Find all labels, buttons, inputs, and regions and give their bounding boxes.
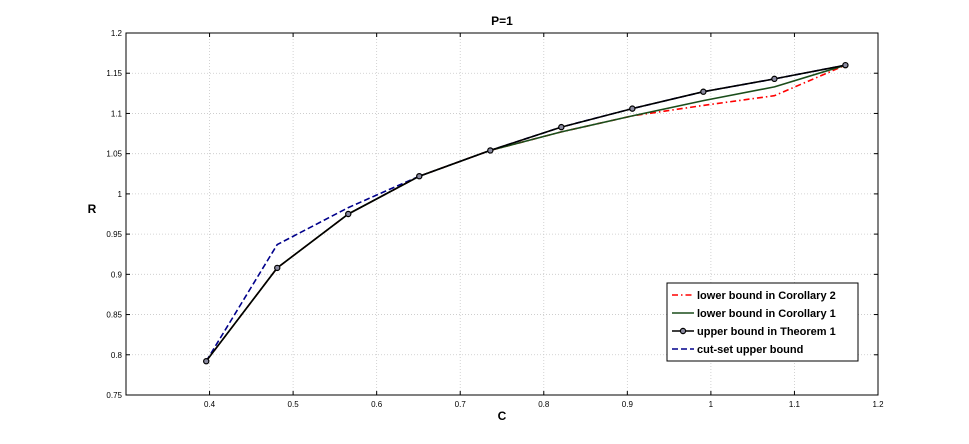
x-tick-label: 0.4	[204, 400, 216, 409]
x-tick-label: 0.9	[622, 400, 634, 409]
series-line-upper-bound-in-theorem-1	[205, 64, 846, 362]
x-axis-label: C	[498, 409, 507, 423]
y-tick-label: 0.8	[111, 351, 123, 360]
legend-marker-upper-bound-in-theorem-1	[679, 327, 687, 335]
x-tick-label: 0.8	[538, 400, 550, 409]
chart-title: P=1	[491, 14, 513, 28]
data-point-upper-bound-in-theorem-1	[487, 147, 494, 154]
y-tick-label: 0.85	[106, 311, 122, 320]
data-point-upper-bound-in-theorem-1	[842, 61, 849, 69]
legend-label-upper-bound-in-theorem-1: upper bound in Theorem 1	[697, 326, 836, 338]
y-tick-label: 1	[118, 190, 123, 199]
y-axis-label: R	[88, 202, 97, 216]
data-point-upper-bound-in-theorem-1	[629, 105, 636, 112]
y-tick-label: 0.95	[106, 230, 122, 239]
y-tick-label: 0.75	[106, 391, 122, 400]
x-tick-label: 0.7	[455, 400, 467, 409]
data-point-upper-bound-in-theorem-1	[771, 75, 778, 83]
y-tick-label: 1.1	[111, 109, 123, 118]
plot-frame	[125, 32, 879, 396]
x-tick-label: 1	[709, 400, 714, 409]
y-tick-label: 1.05	[106, 150, 122, 159]
data-point-upper-bound-in-theorem-1	[416, 172, 423, 180]
data-point-upper-bound-in-theorem-1	[558, 123, 565, 131]
data-point-upper-bound-in-theorem-1	[274, 264, 281, 272]
series-layer	[203, 61, 849, 365]
data-point-upper-bound-in-theorem-1	[345, 210, 352, 218]
x-tick-label: 0.5	[288, 400, 300, 409]
x-tick-label: 1.1	[789, 400, 801, 409]
y-tick-label: 0.9	[111, 270, 123, 279]
legend-box	[666, 282, 859, 362]
data-point-upper-bound-in-theorem-1	[700, 88, 707, 95]
legend-label-lower-bound-in-corollary-1: lower bound in Corollary 1	[697, 308, 836, 320]
x-tick-label: 1.2	[872, 400, 884, 409]
data-point-upper-bound-in-theorem-1	[203, 358, 210, 365]
x-tick-label: 0.6	[371, 400, 383, 409]
legend: lower bound in Corollary 2 lower bound in…	[666, 282, 859, 362]
y-tick-label: 1.15	[106, 69, 122, 78]
ticks: 0.4 0.5 0.6 0.7 0.8 0.9 1 1.1 1.2 0.75 0.8 0.85 0.9 0…	[106, 29, 884, 409]
legend-label-lower-bound-in-corollary-2: lower bound in Corollary 2	[697, 290, 836, 302]
legend-label-cut-set-upper-bound: cut-set upper bound	[697, 344, 803, 356]
y-tick-label: 1.2	[111, 29, 123, 38]
